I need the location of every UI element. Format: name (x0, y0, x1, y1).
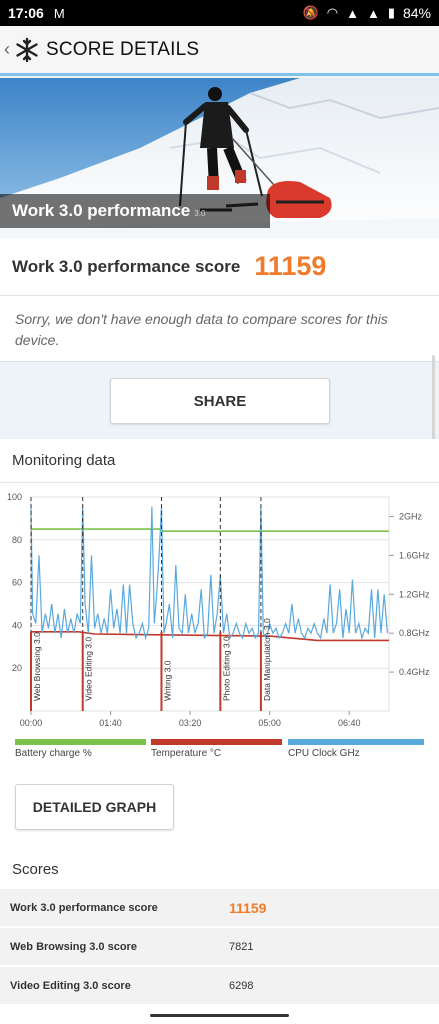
status-bar: 17:06 M 🔕 ◠ ▲ ▲ ▮ 84% (0, 0, 439, 26)
share-button[interactable]: SHARE (110, 378, 330, 424)
score-row[interactable]: Web Browsing 3.0 score 7821 (0, 928, 439, 967)
gmail-icon: M (53, 5, 65, 21)
y-right-tick-label: 1.2GHz (399, 589, 430, 599)
score-value: 11159 (254, 251, 327, 281)
y-right-tick-label: 1.6GHz (399, 550, 430, 560)
battery-icon: ▮ (387, 5, 395, 20)
scores-table: Work 3.0 performance score 11159 Web Bro… (0, 889, 439, 1006)
wifi-icon: ◠ (326, 5, 339, 20)
hero-caption-text: Work 3.0 performance (12, 201, 191, 220)
legend-swatch (288, 739, 424, 745)
score-row-label: Web Browsing 3.0 score (10, 940, 137, 953)
scores-title: Scores (0, 849, 439, 889)
mute-icon: 🔕 (302, 5, 319, 20)
y-left-tick-label: 80 (12, 535, 22, 545)
hero-image: Work 3.0 performance 3.0 (0, 78, 439, 238)
x-tick-label: 06:40 (338, 718, 361, 727)
marker-label: Video Editing 3.0 (84, 637, 94, 701)
back-icon[interactable]: ‹ (4, 39, 10, 59)
y-left-tick-label: 40 (12, 620, 22, 630)
legend-label: Temperature °C (151, 748, 222, 759)
navigation-bar (0, 1006, 439, 1024)
y-left-tick-label: 20 (12, 663, 22, 673)
x-tick-label: 05:00 (258, 718, 281, 727)
legend-temperature: Temperature °C (151, 739, 282, 759)
score-card: Work 3.0 performance score 11159 (0, 238, 439, 296)
legend-label: Battery charge % (15, 748, 92, 759)
status-time: 17:06 (8, 5, 44, 21)
scroll-indicator (432, 355, 435, 440)
page-title: SCORE DETAILS (46, 38, 200, 60)
legend-swatch (15, 739, 146, 745)
score-row-value: 7821 (229, 940, 254, 953)
score-row-label: Video Editing 3.0 score (10, 979, 131, 992)
series-line (30, 506, 388, 641)
status-icons: 🔕 ◠ ▲ ▲ ▮ 84% (303, 5, 431, 21)
score-row-value: 11159 (229, 899, 267, 916)
snowflake-logo-icon[interactable] (14, 37, 40, 63)
signal-icon: ▲ (346, 5, 359, 21)
x-tick-label: 00:00 (20, 718, 43, 727)
signal-icon-2: ▲ (366, 5, 380, 21)
chart-legend: Battery charge % Temperature °C CPU Cloc… (0, 739, 439, 769)
legend-label: CPU Clock GHz (288, 748, 360, 759)
x-tick-label: 03:20 (179, 718, 202, 727)
skier (179, 87, 332, 218)
home-handle[interactable] (150, 1014, 289, 1017)
battery-percent: 84% (402, 5, 431, 21)
score-label: Work 3.0 performance score (12, 256, 241, 276)
monitoring-chart: 100 80 60 40 20 2GHz 1.6GHz 1.2GHz 0.8GHz 0.4GHz 0… (7, 492, 430, 727)
legend-swatch (151, 739, 282, 745)
score-row-label: Work 3.0 performance score (10, 901, 158, 914)
y-left-tick-label: 60 (12, 578, 22, 588)
marker-label: Photo Editing 3.0 (221, 636, 231, 701)
y-left-tick-label: 100 (7, 492, 22, 502)
legend-battery: Battery charge % (15, 739, 146, 759)
score-row-value: 6298 (229, 979, 254, 992)
y-right-tick-label: 0.4GHz (399, 667, 430, 677)
monitoring-section: Monitoring data 100 80 60 40 20 2GHz 1.6GHz 1.2… (0, 439, 439, 849)
legend-cpu-clock: CPU Clock GHz (288, 739, 424, 759)
detailed-graph-button[interactable]: DETAILED GRAPH (15, 784, 174, 830)
hero-caption: Work 3.0 performance 3.0 (0, 194, 270, 228)
comparison-notice: Sorry, we don't have enough data to comp… (0, 296, 439, 362)
monitoring-title: Monitoring data (0, 439, 439, 483)
score-row[interactable]: Work 3.0 performance score 11159 (0, 889, 439, 928)
y-right-tick-label: 2GHz (399, 511, 423, 521)
marker-label: Web Browsing 3.0 (32, 632, 42, 701)
marker-label: Data Manipulation 3.0 (262, 618, 272, 701)
hero-version: 3.0 (194, 208, 206, 218)
y-right-tick-label: 0.8GHz (399, 628, 430, 638)
marker-label: Writing 3.0 (162, 660, 172, 701)
series-line (31, 631, 389, 642)
score-row[interactable]: Video Editing 3.0 score 6298 (0, 967, 439, 1006)
app-bar: ‹ SCORE DETAILS (0, 26, 439, 76)
x-tick-label: 01:40 (99, 718, 122, 727)
